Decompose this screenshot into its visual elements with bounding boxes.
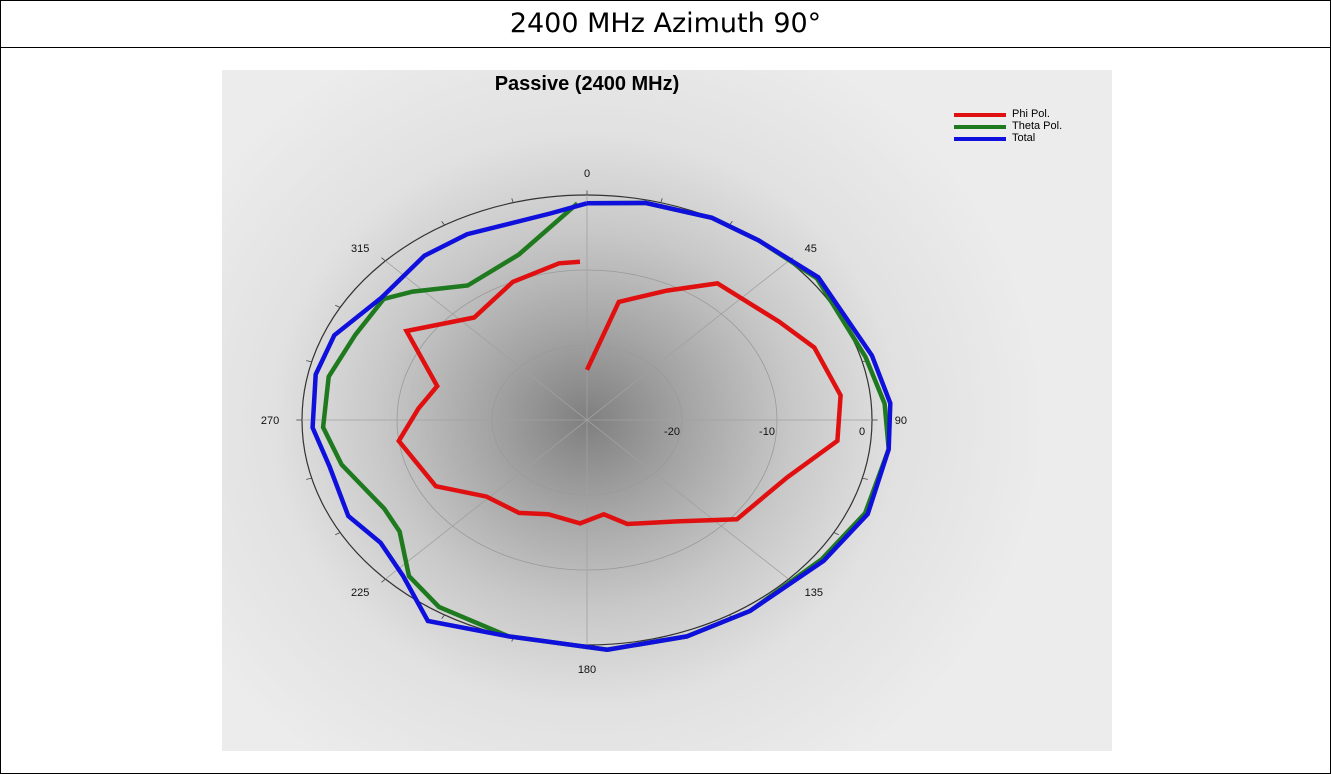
legend-item-theta: Theta Pol.: [954, 120, 1094, 132]
angle-tick: [335, 304, 341, 308]
page-title: 2400 MHz Azimuth 90°: [1, 1, 1330, 48]
legend-label-theta: Theta Pol.: [1012, 120, 1063, 132]
angle-tick: [381, 257, 386, 262]
angle-tick: [441, 221, 445, 226]
legend-swatch-phi: [954, 113, 1006, 117]
grid-spoke: [586, 260, 789, 421]
angle-label: 0: [584, 168, 590, 180]
angle-tick: [833, 532, 839, 536]
grid-spoke: [385, 260, 588, 421]
angle-tick: [306, 360, 312, 363]
polar-plot: 0 45 90 135 180 225 270 315 -20 -10 0: [261, 168, 907, 676]
angle-label: 270: [261, 415, 279, 427]
angle-tick: [441, 614, 445, 619]
legend-item-phi: Phi Pol.: [954, 108, 1094, 120]
legend-swatch-theta: [954, 125, 1006, 129]
radial-label: -20: [664, 426, 680, 438]
legend-swatch-total: [954, 137, 1006, 141]
angle-tick: [862, 477, 868, 480]
angle-label: 45: [805, 243, 817, 255]
angle-tick: [660, 198, 663, 203]
radial-label: -10: [759, 426, 775, 438]
grid-spoke: [385, 419, 588, 580]
series-line-phi-pol: [396, 259, 843, 527]
angle-label: 225: [351, 587, 369, 599]
angle-tick: [306, 477, 312, 480]
legend-label-phi: Phi Pol.: [1012, 108, 1050, 120]
angle-label: 315: [351, 243, 369, 255]
chart-panel: Passive (2400 MHz) Phi Pol. Theta Pol. T…: [222, 70, 1112, 751]
chart-title: Passive (2400 MHz): [494, 73, 680, 95]
legend-label-total: Total: [1012, 132, 1036, 144]
angle-label: 180: [578, 664, 596, 676]
series-line-total: [310, 200, 893, 652]
legend-item-total: Total: [954, 132, 1094, 144]
angle-tick: [511, 198, 514, 203]
chart-legend: Phi Pol. Theta Pol. Total: [954, 108, 1094, 144]
angle-label: 90: [895, 415, 907, 427]
angle-label: 135: [805, 587, 823, 599]
angle-tick: [335, 532, 341, 536]
angle-tick: [381, 578, 386, 583]
grid-spoke: [586, 419, 789, 580]
radial-label: 0: [859, 426, 865, 438]
